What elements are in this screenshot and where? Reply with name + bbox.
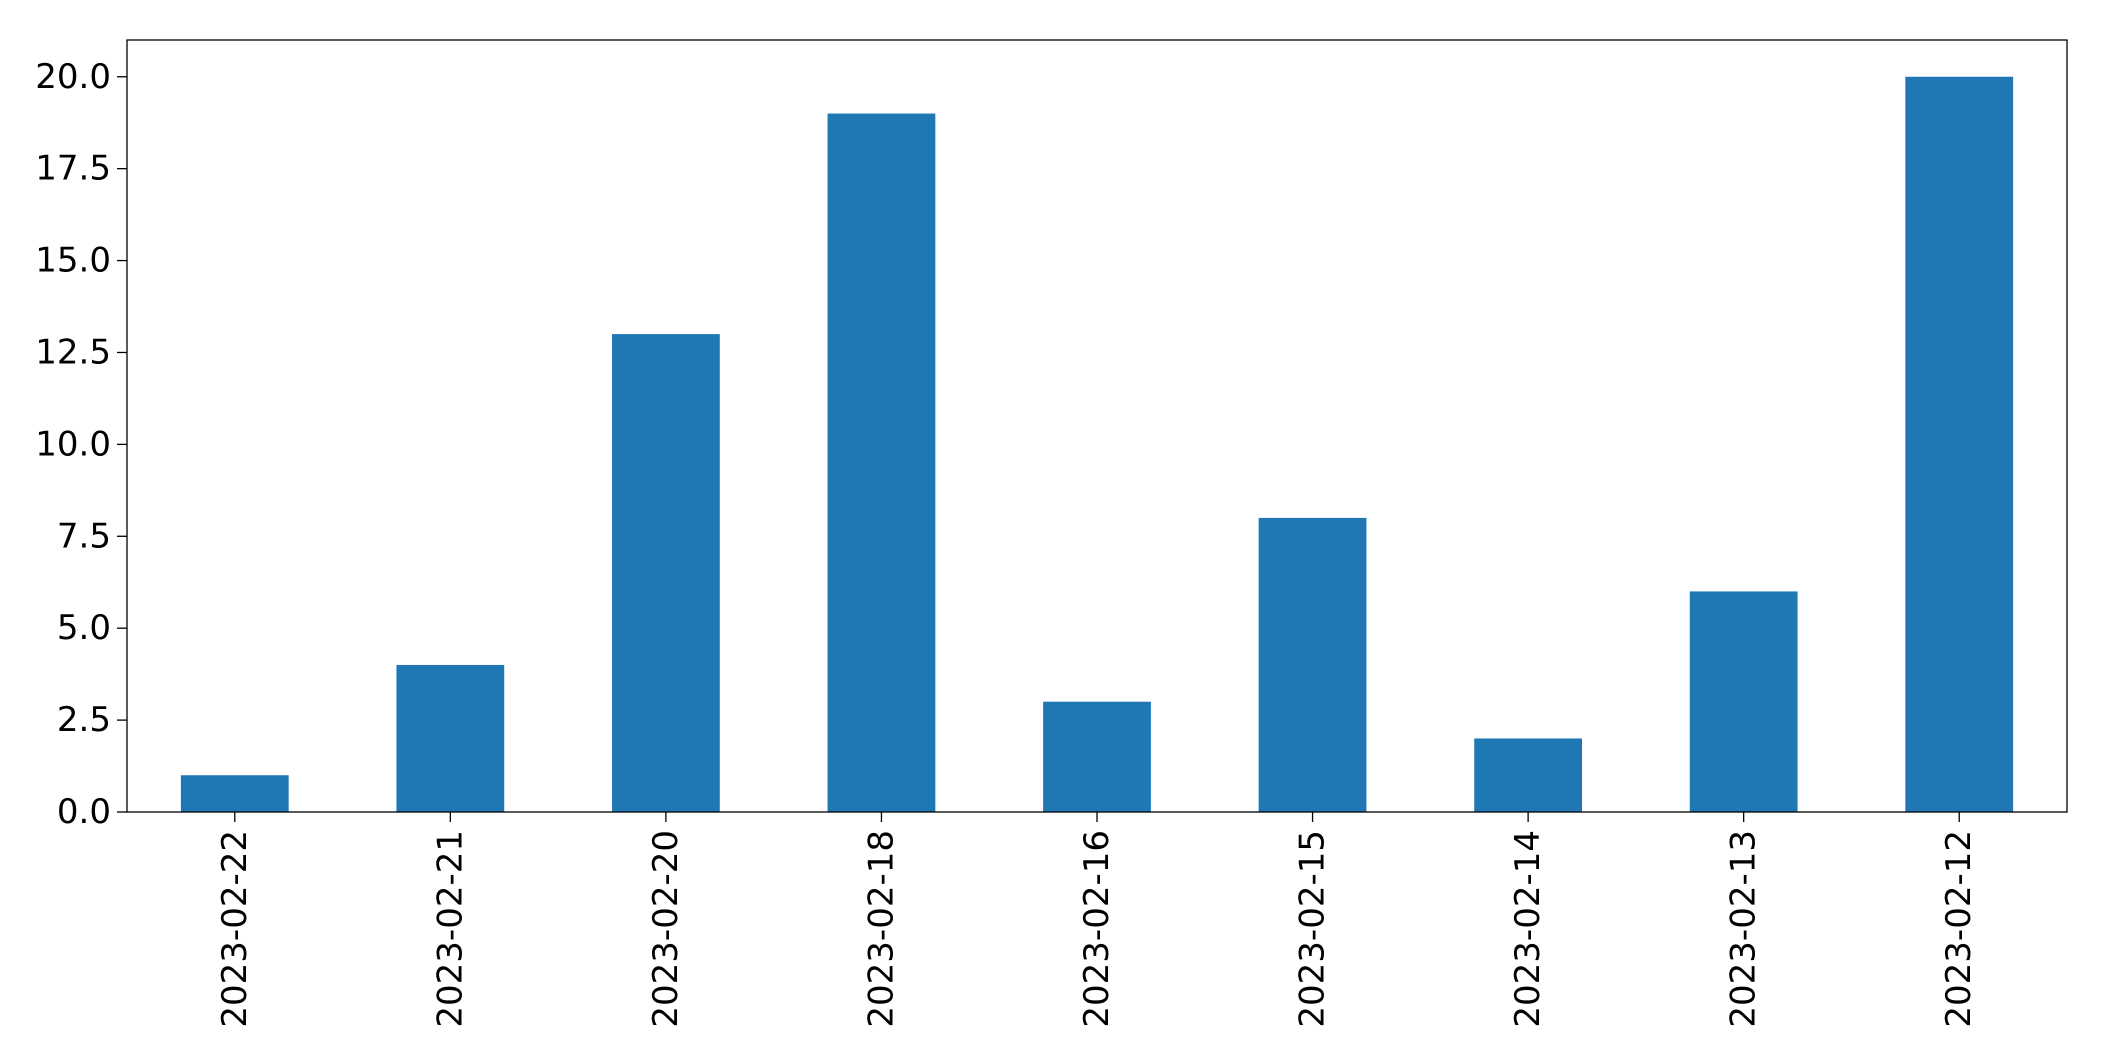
x-tick-label: 2023-02-15 — [1293, 830, 1333, 1028]
x-tick-label: 2023-02-13 — [1724, 830, 1764, 1028]
y-tick-label: 5.0 — [57, 608, 111, 648]
x-axis: 2023-02-22 2023-02-21 2023-02-20 2023-02-18… — [215, 812, 1979, 1028]
bar-2023-02-13 — [1689, 591, 1798, 812]
x-tick-label: 2023-02-18 — [861, 830, 901, 1028]
plot-frame — [126, 39, 2068, 813]
bar-2023-02-21 — [396, 664, 505, 812]
y-tick-label: 2.5 — [57, 700, 111, 740]
y-tick-label: 20.0 — [35, 57, 111, 97]
bar-2023-02-14 — [1474, 738, 1582, 812]
x-tick-label: 2023-02-20 — [646, 830, 686, 1028]
x-tick-label: 2023-02-14 — [1508, 830, 1548, 1028]
y-tick-label: 7.5 — [57, 516, 111, 556]
bar-2023-02-18 — [827, 113, 936, 813]
bar-2023-02-22 — [180, 775, 289, 812]
x-tick-label: 2023-02-16 — [1077, 830, 1117, 1028]
y-tick-label: 10.0 — [35, 424, 111, 464]
bars-group — [180, 76, 2014, 813]
x-tick-label: 2023-02-21 — [430, 830, 470, 1028]
y-tick-label: 15.0 — [35, 241, 111, 281]
bar-2023-02-16 — [1043, 701, 1151, 812]
bar-2023-02-20 — [612, 334, 720, 812]
y-tick-label: 0.0 — [57, 792, 111, 832]
y-tick-label: 17.5 — [35, 149, 111, 189]
bar-2023-02-12 — [1905, 76, 2014, 812]
y-tick-label: 12.5 — [35, 332, 111, 372]
y-axis: 0.0 2.5 5.0 7.5 10.0 12.5 15.0 17.5 20.0 — [35, 57, 127, 832]
bar-2023-02-15 — [1258, 517, 1367, 812]
x-tick-label: 2023-02-22 — [215, 830, 255, 1028]
x-tick-label: 2023-02-12 — [1939, 830, 1979, 1028]
